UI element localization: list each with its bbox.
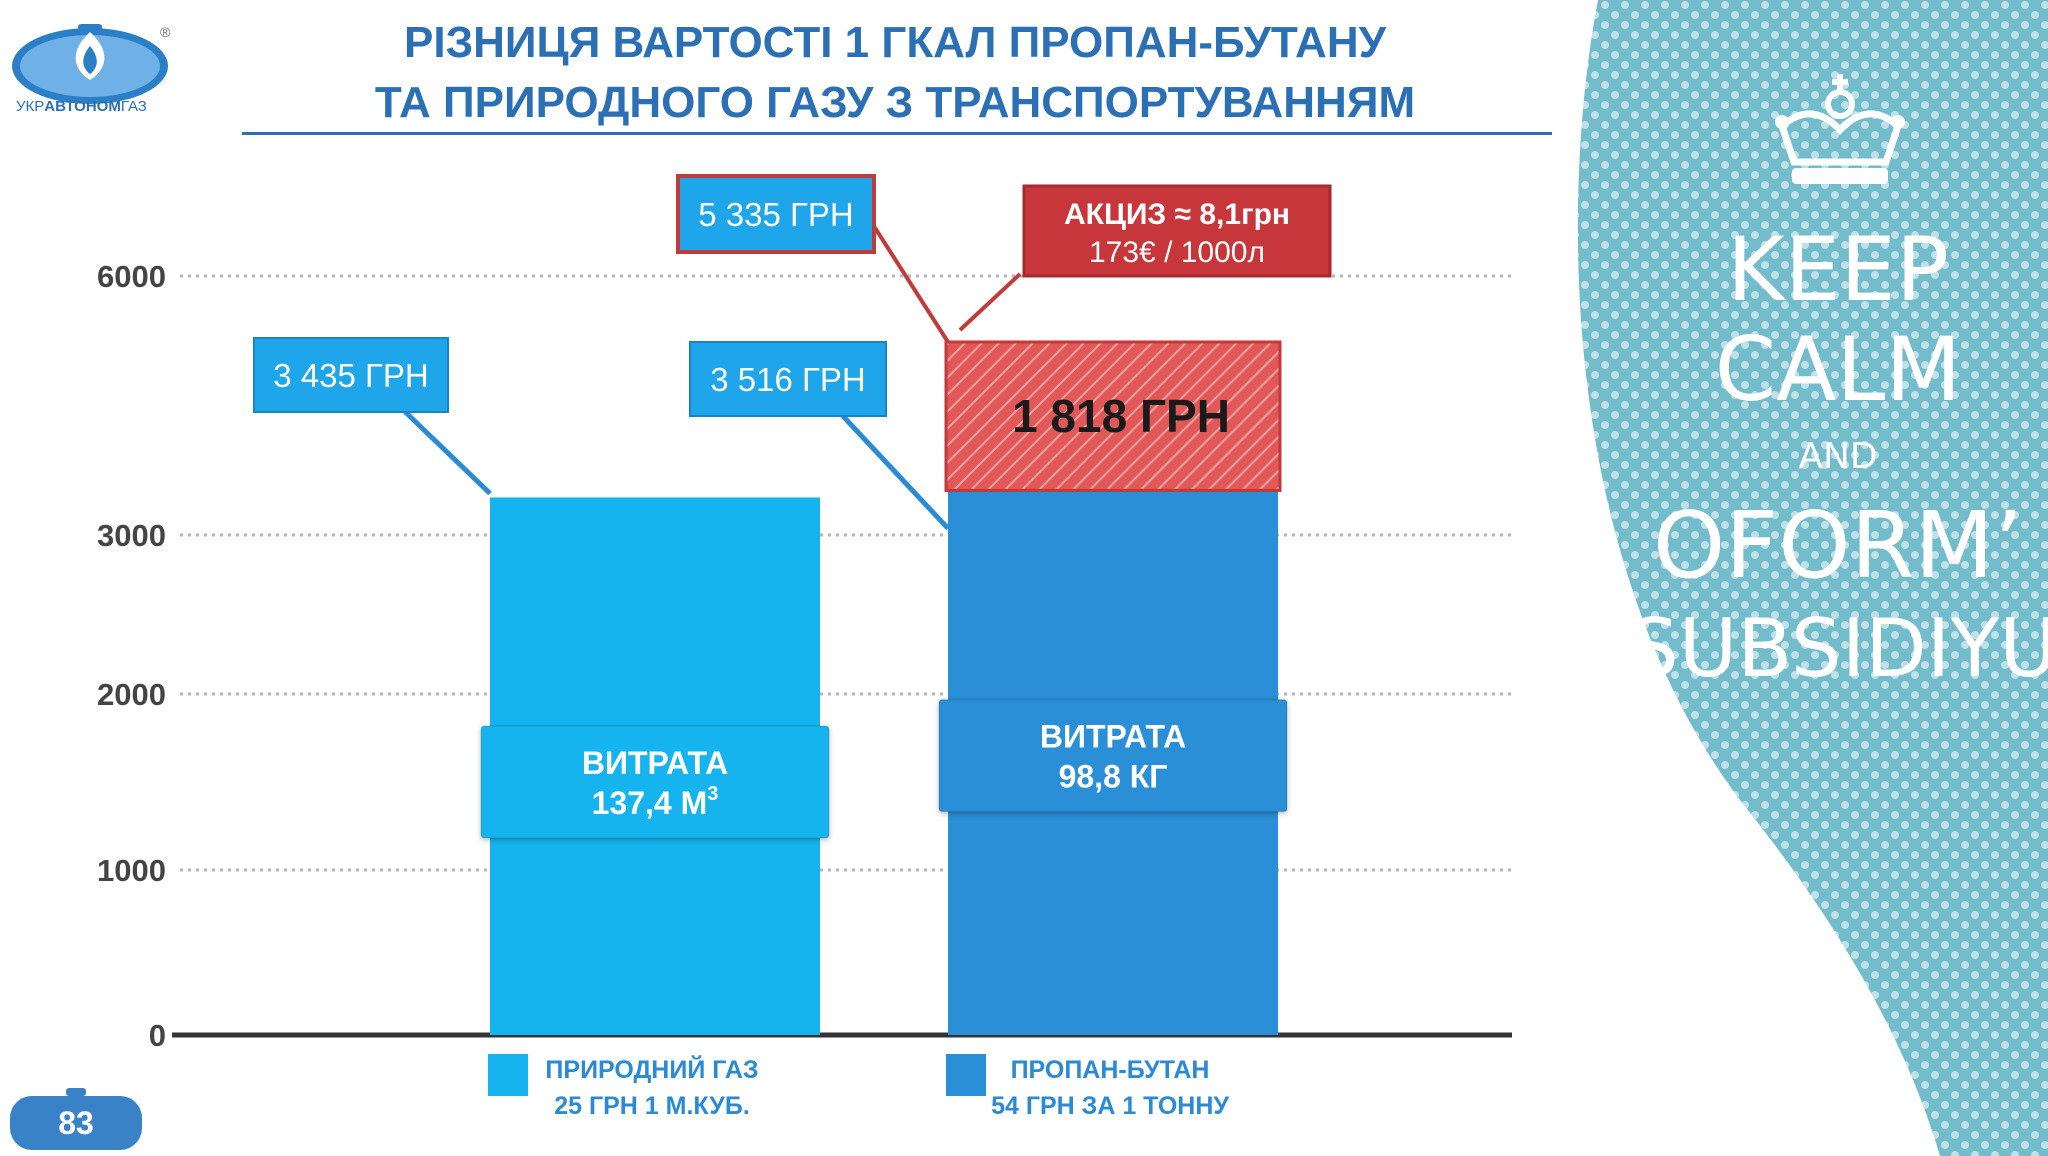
keep-calm-line-1: KEEP bbox=[1727, 218, 1949, 321]
total-value-callout bbox=[676, 174, 876, 254]
legend-swatch-1 bbox=[488, 1054, 528, 1096]
y-tick-label-6000: 6000 bbox=[97, 259, 166, 294]
excise-note-line-2: 173€ / 1000л bbox=[1089, 236, 1265, 269]
bar-2-excise-label: 1 818 ГРН bbox=[1012, 390, 1230, 442]
registered-mark: ® bbox=[160, 24, 171, 40]
legend-label-2-line-1: ПРОПАН-БУТАН bbox=[1011, 1056, 1210, 1084]
slide-title-line-1: РІЗНИЦЯ ВАРТОСТІ 1 ГКАЛ ПРОПАН-БУТАНУ bbox=[404, 18, 1386, 67]
bar-1-inner-label-line-1: ВИТРАТА bbox=[582, 745, 728, 781]
bar-1-value-callout bbox=[253, 337, 449, 413]
bar-2-excise-segment bbox=[944, 340, 1282, 492]
page-number: 83 bbox=[10, 1096, 142, 1150]
bar-1-inner-label-box bbox=[480, 725, 830, 839]
excise-note-leader bbox=[958, 272, 1022, 332]
keep-calm-line-3: AND bbox=[1798, 436, 1878, 477]
y-tick-label-2000: 2000 bbox=[97, 677, 166, 712]
legend-swatch-2 bbox=[946, 1054, 986, 1096]
total-value-label: 5 335 ГРН bbox=[698, 196, 853, 233]
bar-1-inner-label-line-2: 137,4 М3 bbox=[592, 783, 719, 821]
keep-calm-line-5: SUBSIDIYU bbox=[1628, 602, 2048, 695]
bar-2-inner-label-box bbox=[938, 698, 1288, 813]
bar-2-callout-leader bbox=[841, 414, 950, 531]
y-tick-label-0: 0 bbox=[149, 1018, 166, 1053]
excise-note-box bbox=[1022, 184, 1332, 278]
bar-2-inner-label-line-1: ВИТРАТА bbox=[1040, 719, 1186, 755]
bar-2-value-callout bbox=[689, 341, 887, 417]
total-callout-leader bbox=[868, 218, 950, 344]
keep-calm-line-4: OFORM’ bbox=[1652, 492, 2024, 599]
legend-label-1-line-2: 25 ГРН 1 М.КУБ. bbox=[554, 1092, 750, 1120]
keep-calm-line-2: CALM bbox=[1714, 318, 1962, 421]
company-logo-icon bbox=[12, 24, 168, 104]
bar-2-value-label: 3 516 ГРН bbox=[710, 361, 865, 398]
slide-title-line-2: ТА ПРИРОДНОГО ГАЗУ З ТРАНСПОРТУВАННЯМ bbox=[374, 78, 1416, 127]
title-underline bbox=[242, 132, 1552, 135]
legend-label-2-line-2: 54 ГРН ЗА 1 ТОННУ bbox=[991, 1092, 1229, 1120]
page-number-tab bbox=[66, 1088, 86, 1096]
logo-wordmark: УКРАВТОНОМГАЗ bbox=[16, 98, 147, 115]
y-tick-label-3000: 3000 bbox=[97, 518, 166, 553]
bar-1-callout-leader bbox=[403, 410, 492, 496]
bar-1-value-label: 3 435 ГРН bbox=[273, 357, 428, 394]
bar-2-inner-label-line-2: 98,8 КГ bbox=[1059, 759, 1168, 795]
legend-label-1-line-1: ПРИРОДНИЙ ГАЗ bbox=[545, 1054, 758, 1084]
y-tick-label-1000: 1000 bbox=[97, 853, 166, 888]
crown-icon bbox=[1775, 74, 1905, 184]
excise-note-line-1: АКЦИЗ ≈ 8,1грн bbox=[1064, 198, 1290, 231]
